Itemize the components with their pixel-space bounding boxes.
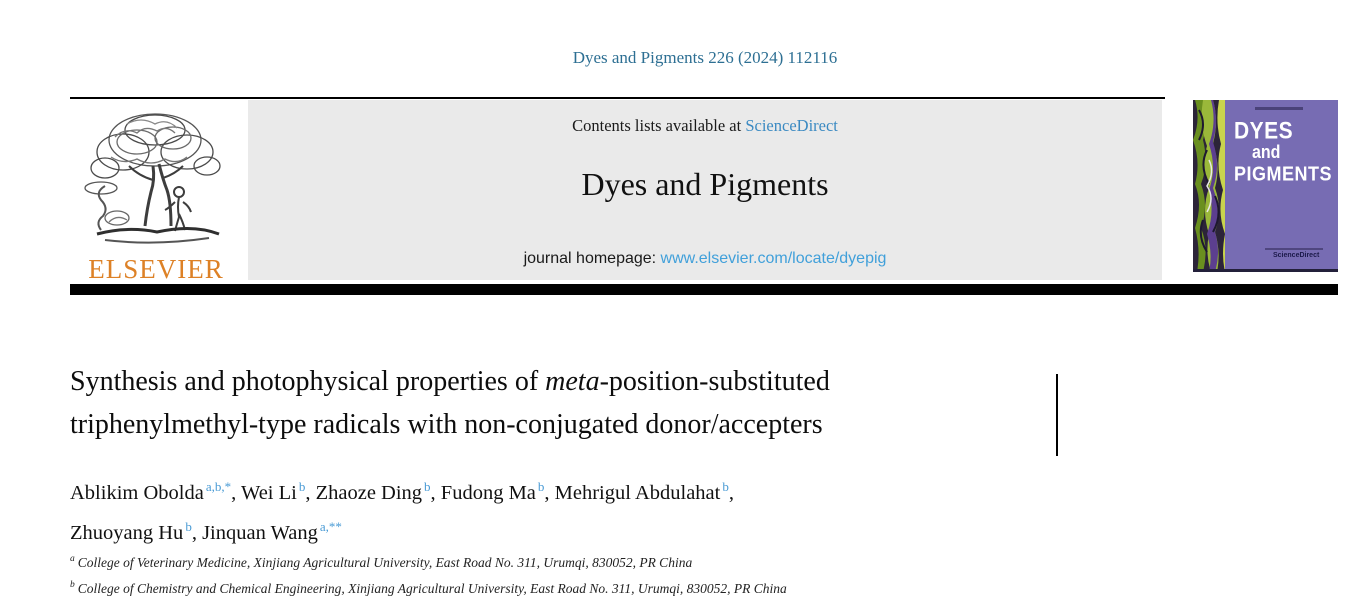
contents-prefix: Contents lists available at <box>572 116 746 135</box>
affiliation-b: b College of Chemistry and Chemical Engin… <box>70 574 1170 600</box>
author: Zhuoyang Hu b, <box>70 519 203 544</box>
affiliation-a: a College of Veterinary Medicine, Xinjian… <box>70 548 1170 574</box>
author-list: Ablikim Obolda a,b,*, Wei Li b, Zhaoze Din… <box>70 470 1070 550</box>
journal-title: Dyes and Pigments <box>581 166 829 202</box>
author-name: Zhaoze Ding <box>315 482 423 504</box>
author: Ablikim Obolda a,b,*, <box>70 479 241 504</box>
cover-title-dyes: DYES <box>1234 118 1294 145</box>
affiliation-marker: b <box>70 580 75 590</box>
journal-citation: Dyes and Pigments 226 (2024) 112116 <box>572 48 838 67</box>
title-line2: triphenylmethyl-type radicals with non-c… <box>70 409 823 440</box>
author-name: Ablikim Obolda <box>70 482 204 504</box>
article-title: Synthesis and photophysical properties o… <box>70 360 1080 446</box>
journal-banner: Contents lists available at ScienceDirec… <box>248 100 1162 280</box>
author-affil-marker: b <box>185 519 192 534</box>
cover-title-pigments: PIGMENTS <box>1234 162 1333 185</box>
author-separator: , <box>728 482 734 504</box>
author-affil-marker: b <box>298 479 306 494</box>
cover-title-and: and <box>1252 143 1281 163</box>
header-rule <box>70 97 1165 99</box>
text-cursor <box>1056 374 1058 456</box>
author-separator: , <box>305 482 316 504</box>
author-affil-marker: b <box>722 479 729 494</box>
affiliation-list: a College of Veterinary Medicine, Xinjian… <box>70 548 1170 600</box>
homepage-prefix: journal homepage: <box>523 250 661 267</box>
author-affil-marker: b <box>537 479 545 494</box>
author-name: Wei Li <box>240 482 297 504</box>
author-separator: , <box>231 482 241 504</box>
affiliation-text: College of Veterinary Medicine, Xinjiang… <box>77 555 693 570</box>
title-line1-post: -position-substituted <box>599 366 830 397</box>
cover-marble-art <box>1193 100 1225 269</box>
author-name: Fudong Ma <box>440 482 536 504</box>
cover-sciencedirect-brand: ScienceDirect <box>1273 252 1320 259</box>
sciencedirect-link[interactable]: ScienceDirect <box>745 116 838 135</box>
author-affil-marker: a,** <box>319 519 342 534</box>
author: Wei Li b, <box>240 479 316 504</box>
affiliation-text: College of Chemistry and Chemical Engine… <box>77 581 787 596</box>
homepage-line: journal homepage: www.elsevier.com/locat… <box>248 250 1162 268</box>
title-line1-pre: Synthesis and photophysical properties o… <box>70 366 546 397</box>
author-name: Mehrigul Abdulahat <box>554 482 721 504</box>
author: Zhaoze Ding b, <box>315 479 441 504</box>
homepage-link[interactable]: www.elsevier.com/locate/dyepig <box>660 250 887 267</box>
author: Jinquan Wang a,** <box>202 519 342 544</box>
affiliation-marker: a <box>70 554 75 564</box>
author-affil-marker: b <box>424 479 431 494</box>
author-name: Jinquan Wang <box>202 522 318 544</box>
author-affil-marker: a,b,* <box>205 479 232 494</box>
cover-issn-text <box>1255 107 1303 110</box>
journal-cover-thumbnail: DYES and PIGMENTS ScienceDirect <box>1193 100 1338 272</box>
author: Fudong Ma b, <box>440 479 555 504</box>
elsevier-logo: ELSEVIER <box>70 102 242 284</box>
title-italic-meta: meta <box>545 366 600 397</box>
elsevier-tree-icon <box>84 113 221 244</box>
contents-line: Contents lists available at ScienceDirec… <box>248 116 1162 136</box>
author-separator: , <box>544 482 555 504</box>
author: Mehrigul Abdulahat b, <box>554 479 734 504</box>
author-separator: , <box>191 522 203 544</box>
elsevier-wordmark: ELSEVIER <box>88 254 224 284</box>
section-divider-bar <box>70 284 1338 295</box>
cover-footer-text <box>1265 248 1323 250</box>
author-name: Zhuoyang Hu <box>70 522 184 544</box>
author-separator: , <box>430 482 441 504</box>
